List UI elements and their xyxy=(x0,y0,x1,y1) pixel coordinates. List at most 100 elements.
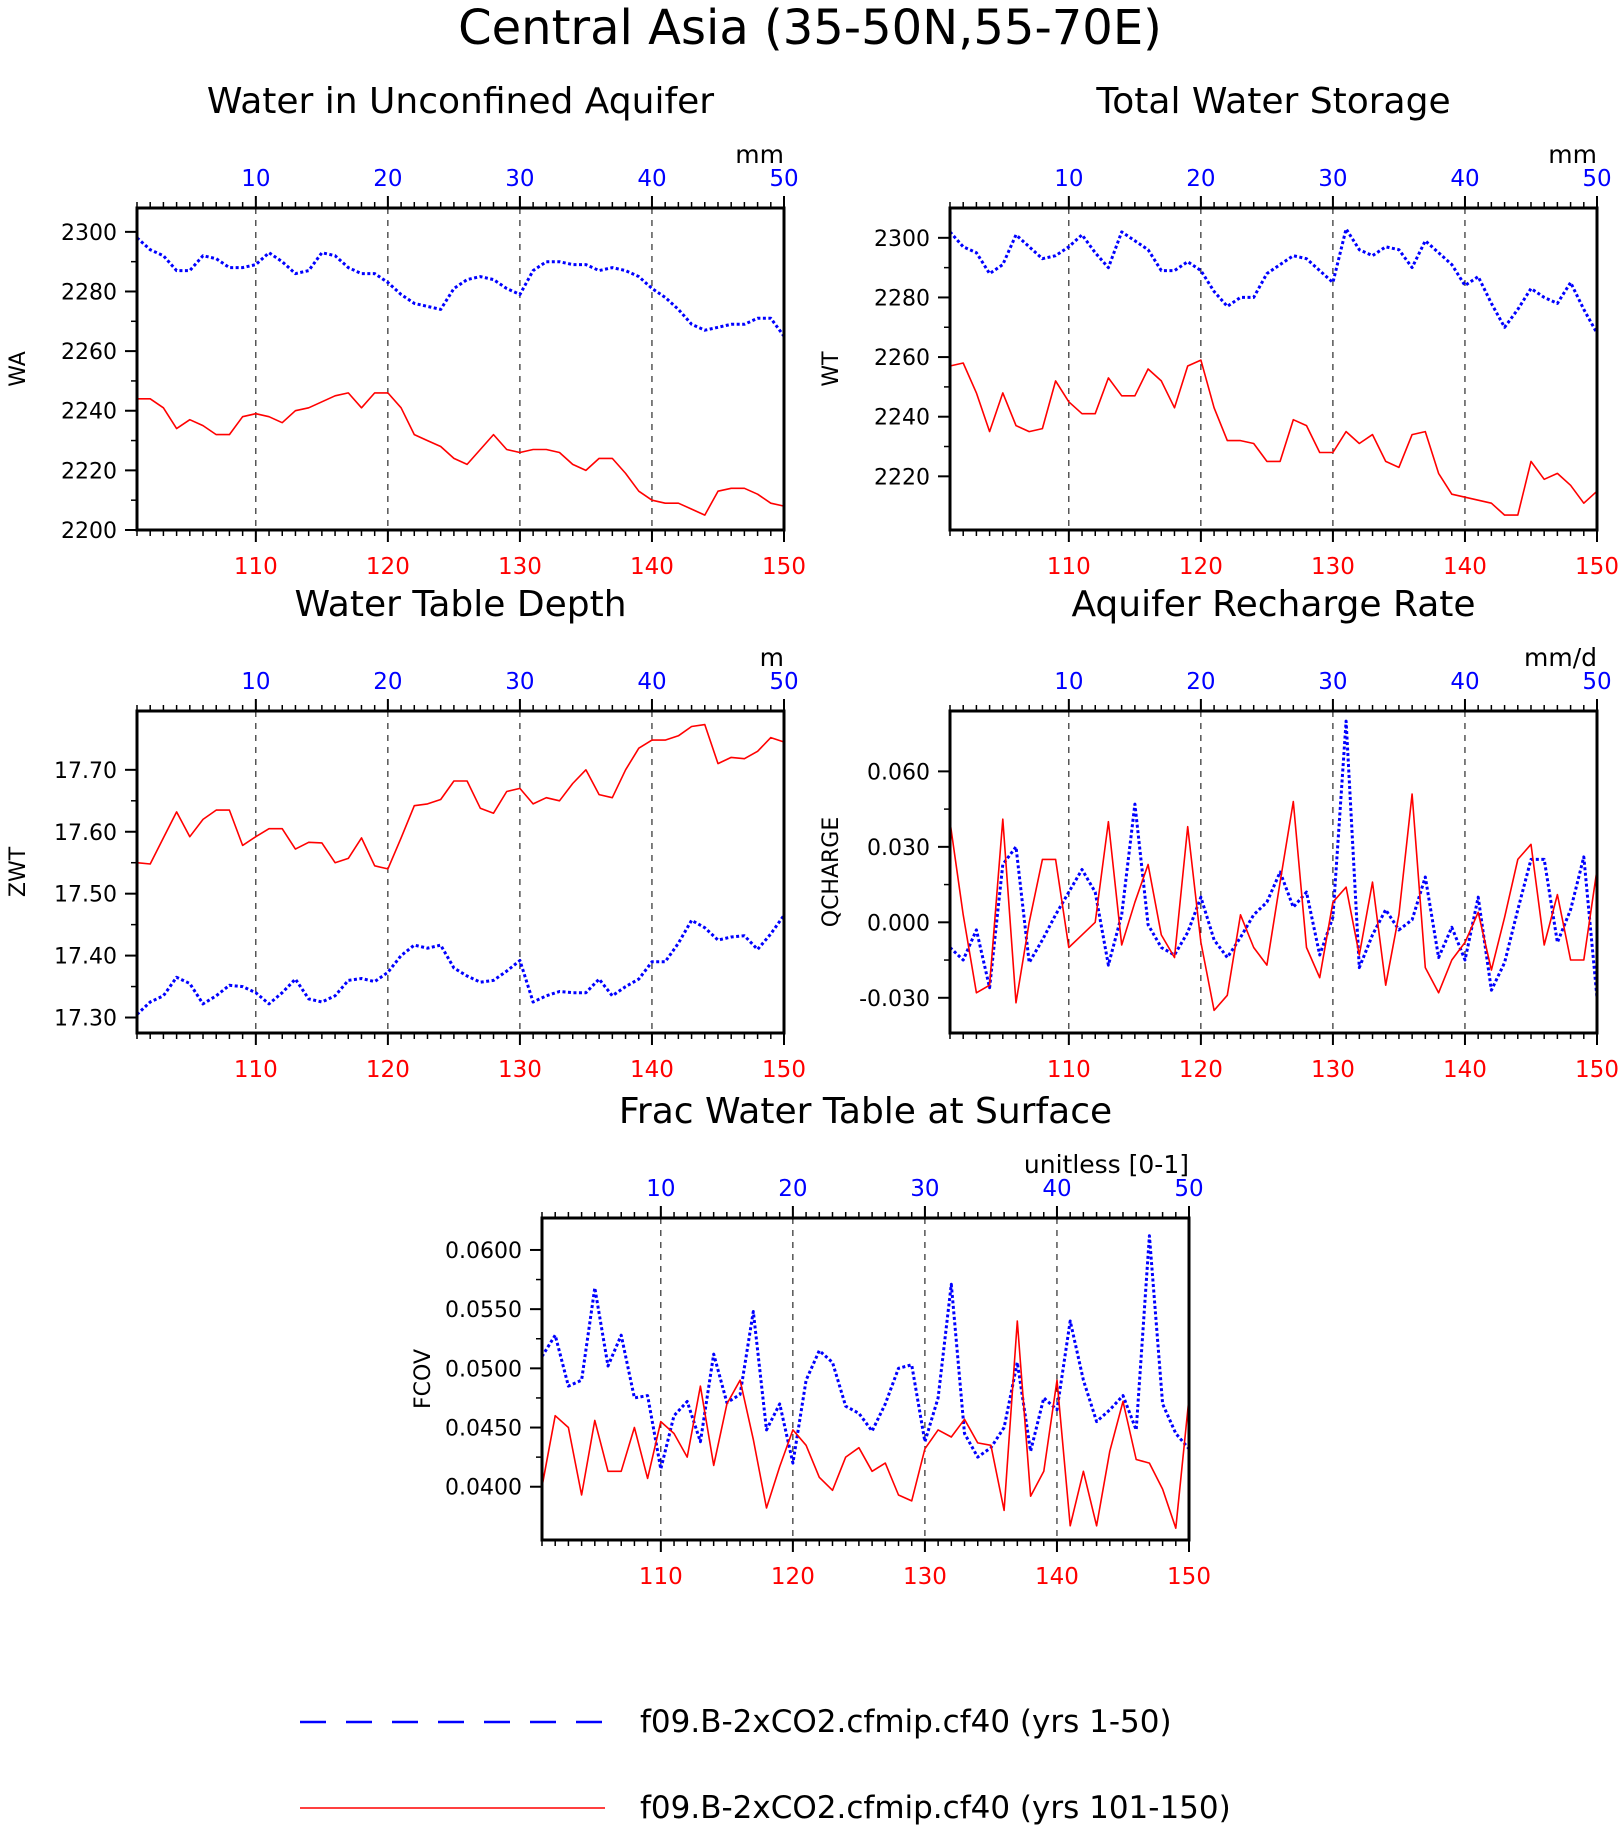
data-point xyxy=(1149,1462,1151,1464)
data-point xyxy=(1279,461,1281,463)
bottom-tick-label: 110 xyxy=(234,1057,278,1083)
data-point xyxy=(911,1500,913,1502)
y-axis-label: WT xyxy=(819,351,844,387)
data-point xyxy=(308,998,310,1000)
data-point xyxy=(1161,934,1163,936)
data-point xyxy=(1227,306,1229,308)
data-point xyxy=(1121,395,1123,397)
data-point xyxy=(1438,992,1440,994)
data-point xyxy=(1583,502,1585,504)
data-point xyxy=(295,978,297,980)
data-point xyxy=(387,282,389,284)
data-point xyxy=(268,252,270,254)
data-point xyxy=(1200,359,1202,361)
data-point xyxy=(572,264,574,266)
data-point xyxy=(1319,270,1321,272)
data-point xyxy=(348,267,350,269)
data-point xyxy=(295,273,297,275)
data-point xyxy=(660,1468,662,1470)
data-point xyxy=(805,1379,807,1381)
panel-title: Water in Unconfined Aquifer xyxy=(207,81,714,122)
data-point xyxy=(976,252,978,254)
data-point xyxy=(1227,440,1229,442)
data-point xyxy=(532,449,534,451)
data-point xyxy=(691,920,693,922)
data-point xyxy=(215,434,217,436)
data-point xyxy=(832,1490,834,1492)
data-point xyxy=(1240,937,1242,939)
data-point xyxy=(704,927,706,929)
data-point xyxy=(1094,252,1096,254)
data-point xyxy=(1385,246,1387,248)
data-point xyxy=(976,929,978,931)
data-point xyxy=(1213,1010,1215,1012)
data-point xyxy=(691,508,693,510)
data-point xyxy=(546,995,548,997)
data-point xyxy=(1570,909,1572,911)
data-point xyxy=(1517,859,1519,861)
series-line-1 xyxy=(948,227,1599,334)
data-point xyxy=(568,1427,570,1429)
data-point xyxy=(281,261,283,263)
bottom-tick-label: 130 xyxy=(1311,1057,1355,1083)
data-point xyxy=(189,270,191,272)
series-line-2 xyxy=(137,392,785,516)
y-tick-label: 2280 xyxy=(61,280,117,305)
data-point xyxy=(625,769,627,771)
bottom-tick-label: 140 xyxy=(1443,554,1487,580)
top-tick-label: 10 xyxy=(241,669,270,695)
data-point xyxy=(612,458,614,460)
data-point xyxy=(1398,467,1400,469)
data-point xyxy=(387,868,389,870)
data-point xyxy=(730,324,732,326)
data-point xyxy=(924,1448,926,1450)
data-point xyxy=(149,1001,151,1003)
data-point xyxy=(532,1001,534,1003)
data-point xyxy=(1017,1362,1019,1364)
y-tick-label: 2200 xyxy=(61,519,117,544)
data-point xyxy=(779,1403,781,1405)
data-point xyxy=(387,392,389,394)
data-point xyxy=(766,1507,768,1509)
top-tick-label: 30 xyxy=(505,166,534,192)
data-point xyxy=(1015,425,1017,427)
data-point xyxy=(1096,1421,1098,1423)
data-point xyxy=(989,431,991,433)
data-point xyxy=(691,324,693,326)
bottom-tick-label: 120 xyxy=(1179,554,1223,580)
data-point xyxy=(1372,881,1374,883)
data-point xyxy=(700,1385,702,1387)
data-point xyxy=(704,514,706,516)
data-point xyxy=(1043,1471,1045,1473)
data-point xyxy=(453,458,455,460)
data-point xyxy=(493,279,495,281)
data-point xyxy=(1345,886,1347,888)
data-point xyxy=(334,395,336,397)
data-point xyxy=(713,1353,715,1355)
data-point xyxy=(427,947,429,949)
data-point xyxy=(976,992,978,994)
data-point xyxy=(163,995,165,997)
data-point xyxy=(585,470,587,472)
data-point xyxy=(678,942,680,944)
data-point xyxy=(638,978,640,980)
series-line-1 xyxy=(948,719,1599,998)
series-line-2 xyxy=(949,793,1598,1012)
data-point xyxy=(321,842,323,844)
data-point xyxy=(1028,246,1030,248)
data-point xyxy=(519,452,521,454)
data-point xyxy=(1557,894,1559,896)
data-point xyxy=(1056,1409,1058,1411)
data-point xyxy=(1042,258,1044,260)
data-point xyxy=(1094,413,1096,415)
series-line-1 xyxy=(135,914,786,1016)
data-point xyxy=(1372,255,1374,257)
data-point xyxy=(871,1471,873,1473)
data-point xyxy=(1504,917,1506,919)
data-point xyxy=(1187,826,1189,828)
data-point xyxy=(1162,1403,1164,1405)
data-point xyxy=(202,255,204,257)
data-point xyxy=(1359,443,1361,445)
data-point xyxy=(651,961,653,963)
data-point xyxy=(149,863,151,865)
